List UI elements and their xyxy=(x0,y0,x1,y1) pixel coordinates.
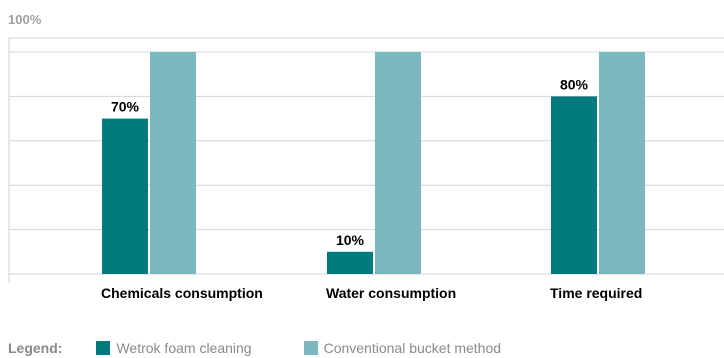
category-label-0: Chemicals consumption xyxy=(101,285,263,301)
legend: Legend: Wetrok foam cleaning Conventiona… xyxy=(8,338,501,358)
bar-chart: 100% 70% Chemicals consumption 10% Water co… xyxy=(8,12,724,301)
data-label-0: 70% xyxy=(111,99,140,115)
data-label-1: 10% xyxy=(336,232,365,248)
category-label-2: Time required xyxy=(550,285,642,301)
bar-conventional-2 xyxy=(599,52,645,274)
legend-label-wetrok: Wetrok foam cleaning xyxy=(116,340,252,356)
bars-group xyxy=(102,52,645,275)
y-axis-top-label: 100% xyxy=(8,12,42,27)
bar-wetrok-1 xyxy=(327,251,373,274)
bar-wetrok-2 xyxy=(551,96,597,275)
category-label-1: Water consumption xyxy=(326,285,456,301)
legend-title: Legend: xyxy=(8,340,63,356)
legend-label-conventional: Conventional bucket method xyxy=(323,340,502,356)
labels-group: 70% Chemicals consumption 10% Water consump… xyxy=(101,76,642,301)
bar-wetrok-0 xyxy=(102,118,148,274)
legend-swatch-conventional xyxy=(303,341,318,355)
bar-conventional-0 xyxy=(150,52,196,274)
data-label-2: 80% xyxy=(560,76,589,92)
legend-swatch-wetrok xyxy=(96,341,111,355)
bar-conventional-1 xyxy=(375,52,421,274)
legend-item-wetrok: Wetrok foam cleaning xyxy=(96,340,252,356)
legend-item-conventional: Conventional bucket method xyxy=(303,340,502,356)
